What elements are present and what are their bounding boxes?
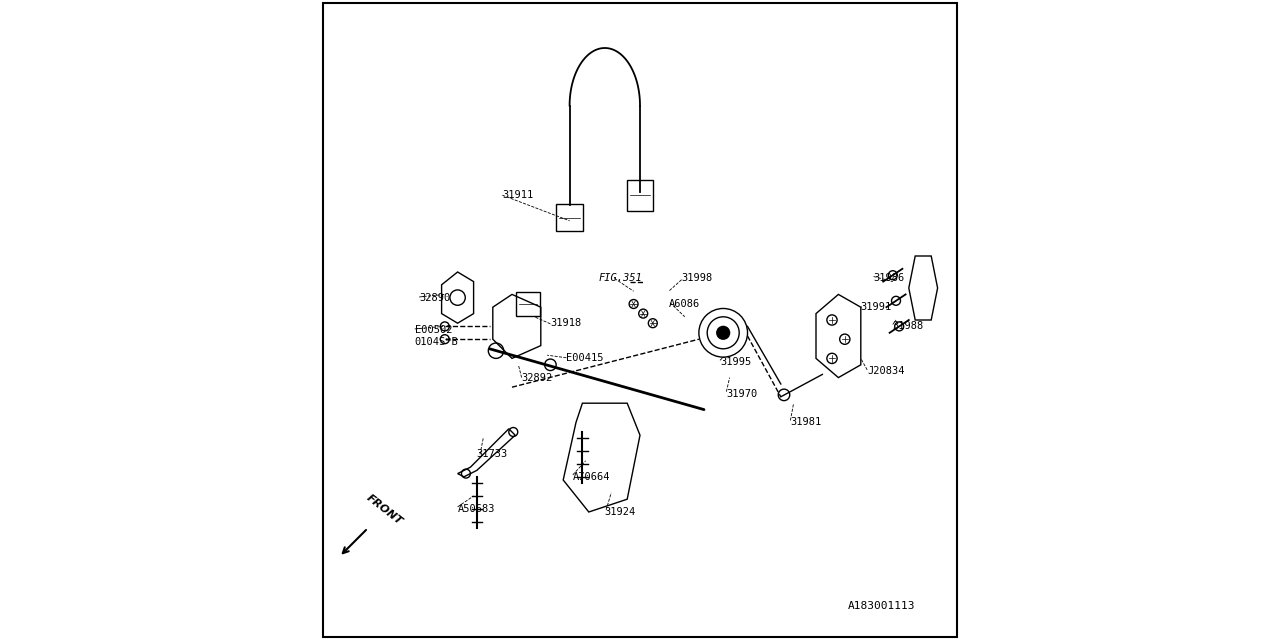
Text: J20834: J20834 (868, 366, 905, 376)
Text: 31970: 31970 (727, 388, 758, 399)
Text: FIG.351: FIG.351 (599, 273, 643, 284)
Text: A50683: A50683 (458, 504, 495, 514)
Text: 31918: 31918 (550, 318, 581, 328)
Text: A70664: A70664 (573, 472, 611, 482)
Text: E00415: E00415 (566, 353, 604, 364)
Text: 31981: 31981 (791, 417, 822, 428)
Text: 31924: 31924 (604, 507, 636, 517)
Text: 31733: 31733 (477, 449, 508, 460)
Text: 32890: 32890 (420, 292, 451, 303)
Text: 31991: 31991 (860, 302, 892, 312)
Text: 31988: 31988 (893, 321, 924, 332)
Text: 31986: 31986 (874, 273, 905, 284)
Text: FRONT: FRONT (365, 493, 404, 527)
Text: 31995: 31995 (719, 356, 751, 367)
Text: 31998: 31998 (681, 273, 713, 284)
Circle shape (717, 326, 730, 339)
Text: E00502: E00502 (415, 324, 452, 335)
Text: 32892: 32892 (522, 372, 553, 383)
Text: A183001113: A183001113 (847, 601, 915, 611)
Text: 31911: 31911 (502, 190, 534, 200)
Text: 0104S*B: 0104S*B (415, 337, 458, 348)
Text: A6086: A6086 (668, 299, 700, 309)
